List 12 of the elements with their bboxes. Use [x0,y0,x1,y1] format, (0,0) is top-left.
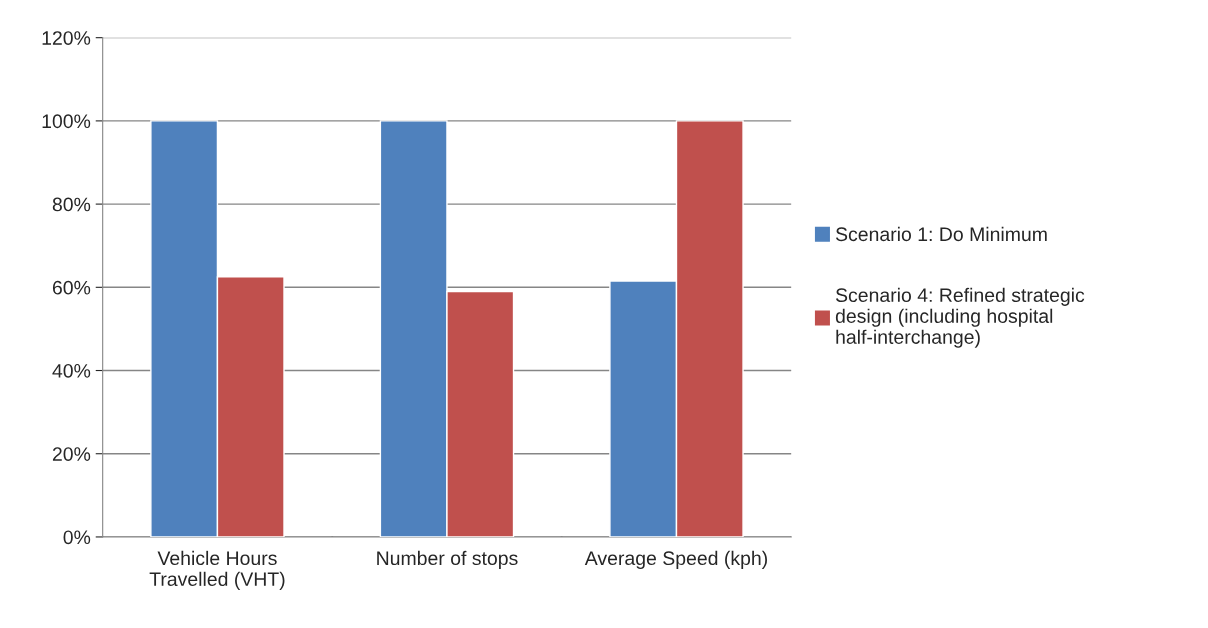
y-tick-label: 120% [42,31,91,45]
y-tick-label: 60% [52,280,91,295]
y-tick-label: 0% [63,530,91,545]
legend-label: Scenario 1: Do Minimum [835,226,1047,242]
x-tick-label: Vehicle Hours Travelled (VHT) [149,550,285,590]
y-tick-label: 20% [52,447,91,461]
y-tick-label: 40% [52,363,91,378]
legend-label: Scenario 4: Refined strategic design (including hospital half-interchange) [835,287,1085,348]
x-tick-label: Number of stops [377,550,518,569]
y-tick-label: 80% [52,197,91,212]
x-tick-label: Average Speed (kph) [584,550,767,569]
y-tick-label: 100% [42,114,91,129]
